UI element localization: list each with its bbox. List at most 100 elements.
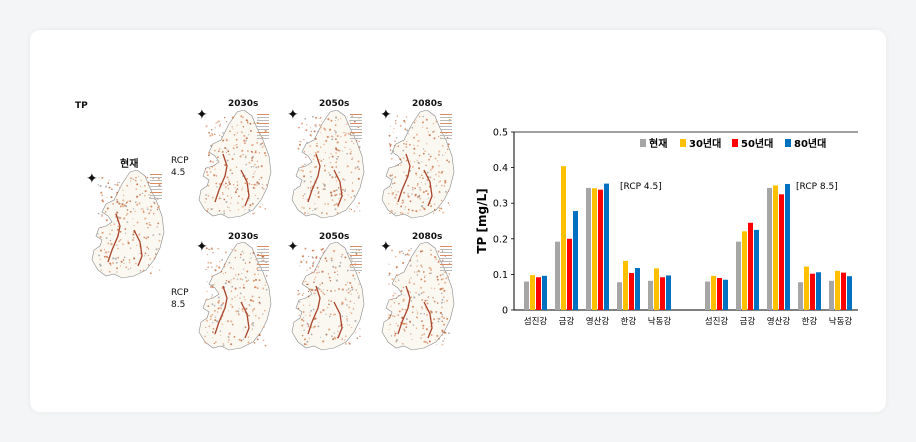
period-header-rcp85-2050s: 2050s: [319, 232, 350, 242]
legend-swatch-현재: [640, 139, 646, 147]
bar-현재-금강: [555, 241, 560, 310]
bar-50년대-금강: [567, 238, 572, 310]
north-arrow-icon: ✦: [287, 239, 299, 255]
legend-swatch-50년대: [732, 139, 738, 147]
x-tick-label: 한강: [802, 316, 818, 327]
bar-30년대-영산강: [773, 185, 778, 310]
x-tick-label: 금강: [740, 316, 756, 327]
period-header-rcp45-2050s: 2050s: [319, 99, 350, 109]
bar-50년대-영산강: [779, 194, 784, 310]
legend-label-80년대: 80년대: [794, 137, 826, 150]
korea-map-graphic: [198, 242, 272, 351]
legend-label-50년대: 50년대: [741, 137, 773, 150]
bar-50년대-한강: [629, 272, 634, 310]
bar-현재-낙동강: [829, 280, 834, 310]
bar-현재-영산강: [586, 187, 591, 310]
korea-map-graphic: [291, 110, 365, 219]
north-arrow-icon: ✦: [287, 107, 299, 123]
map-rcp85-2050s: [290, 242, 366, 352]
bar-50년대-섬진강: [536, 277, 541, 310]
bar-80년대-낙동강: [847, 276, 852, 310]
bar-현재-한강: [798, 282, 803, 310]
north-arrow-icon: ✦: [86, 171, 98, 187]
bar-30년대-섬진강: [711, 275, 716, 310]
bar-30년대-한강: [623, 260, 628, 310]
x-tick-label: 영산강: [586, 316, 610, 327]
north-arrow-icon: ✦: [196, 239, 208, 255]
current-map-label: 현재: [120, 159, 139, 170]
bar-80년대-영산강: [785, 183, 790, 310]
bar-현재-영산강: [767, 187, 772, 310]
x-tick-label: 낙동강: [648, 316, 672, 327]
bar-현재-한강: [617, 282, 622, 310]
bar-80년대-한강: [816, 272, 821, 310]
bar-30년대-낙동강: [654, 268, 659, 310]
map-rcp85-2030s: [197, 242, 273, 352]
legend-swatch-30년대: [680, 139, 686, 147]
x-tick-label: 섬진강: [524, 316, 548, 327]
y-tick-label: 0.3: [493, 199, 508, 210]
north-arrow-icon: ✦: [380, 239, 392, 255]
y-tick-label: 0.1: [493, 270, 508, 281]
map-rcp45-2050s: [290, 110, 366, 220]
bar-50년대-낙동강: [660, 277, 665, 310]
x-tick-label: 한강: [621, 316, 637, 327]
x-tick-label: 영산강: [767, 316, 791, 327]
korea-map-graphic: [381, 242, 455, 351]
map-rcp45-2080s: [380, 110, 456, 220]
legend-label-30년대: 30년대: [689, 137, 721, 150]
period-header-rcp85-2080s: 2080s: [412, 232, 443, 242]
map-rcp45-2030s: [197, 110, 273, 220]
chart-svg: 0 0.1 0.2 0.3 0.4 0.5 TP [mg/L] 섬진강 금강 영산강 한강 낙동강 섬진…: [475, 128, 858, 327]
map-rcp85-2080s: [380, 242, 456, 352]
y-tick-label: 0.4: [493, 163, 508, 174]
bar-50년대-한강: [810, 273, 815, 310]
group-label-rcp45: [RCP 4.5]: [620, 182, 662, 192]
korea-map-graphic: [291, 242, 365, 351]
bar-80년대-섬진강: [723, 279, 728, 310]
legend-label-현재: 현재: [649, 137, 667, 150]
bar-80년대-영산강: [604, 183, 609, 310]
bar-30년대-영산강: [592, 188, 597, 310]
bar-30년대-낙동강: [835, 270, 840, 310]
figure-label: TP: [75, 101, 88, 111]
bar-30년대-금강: [742, 231, 747, 310]
bar-50년대-영산강: [598, 189, 603, 310]
y-axis-title: TP [mg/L]: [475, 188, 489, 253]
bar-80년대-금강: [754, 229, 759, 310]
y-tick-label: 0.2: [493, 234, 508, 245]
bar-80년대-금강: [573, 211, 578, 310]
bar-30년대-섬진강: [530, 275, 535, 310]
bar-80년대-섬진강: [542, 275, 547, 310]
bar-현재-섬진강: [524, 281, 529, 310]
x-tick-label: 금강: [559, 316, 575, 327]
y-tick-label: 0: [502, 306, 508, 317]
bar-30년대-금강: [561, 166, 566, 310]
korea-map-graphic: [381, 110, 455, 219]
x-tick-label: 낙동강: [829, 316, 853, 327]
bar-80년대-한강: [635, 267, 640, 310]
bar-30년대-한강: [804, 266, 809, 310]
north-arrow-icon: ✦: [196, 107, 208, 123]
period-header-rcp45-2080s: 2080s: [412, 99, 443, 109]
group-label-rcp85: [RCP 8.5]: [796, 182, 838, 192]
period-header-rcp45-2030s: 2030s: [228, 99, 259, 109]
bar-현재-금강: [736, 241, 741, 310]
tp-bar-chart: 0 0.1 0.2 0.3 0.4 0.5 TP [mg/L] 섬진강 금강 영산강 한강 낙동강 섬진…: [470, 118, 862, 338]
bar-50년대-금강: [748, 222, 753, 310]
korea-map-graphic: [198, 110, 272, 219]
scenario-label-rcp45: RCP 4.5: [171, 156, 189, 178]
bar-80년대-낙동강: [666, 275, 671, 310]
x-tick-label: 섬진강: [705, 316, 729, 327]
north-arrow-icon: ✦: [380, 107, 392, 123]
bar-현재-낙동강: [648, 280, 653, 310]
period-header-rcp85-2030s: 2030s: [228, 232, 259, 242]
figure-card: [30, 30, 886, 412]
map-current: [90, 170, 166, 280]
bar-현재-섬진강: [705, 281, 710, 310]
legend-swatch-80년대: [785, 139, 791, 147]
bar-50년대-섬진강: [717, 277, 722, 310]
bar-50년대-낙동강: [841, 272, 846, 310]
scenario-label-rcp85: RCP 8.5: [171, 288, 189, 310]
korea-map-graphic: [91, 170, 165, 279]
